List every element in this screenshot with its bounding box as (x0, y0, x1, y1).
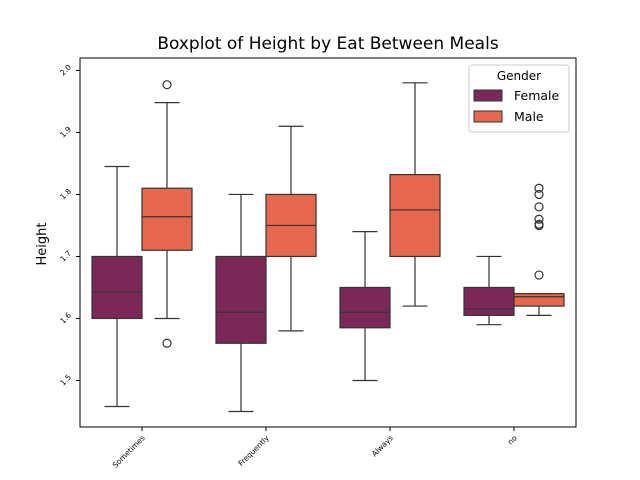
box-female-3 (463, 255, 515, 326)
x-tick-label: Frequently (236, 433, 271, 468)
outlier-point (534, 189, 544, 200)
y-axis: 1.5 1.6 1.7 1.8 1.9 2.0 (58, 62, 80, 388)
legend-title: Gender (497, 69, 541, 83)
y-tick-label: 1.5 (58, 373, 73, 388)
chart-title: Boxplot of Height by Eat Between Meals (157, 34, 499, 54)
legend-label-male: Male (514, 109, 544, 124)
box-iqr (513, 293, 565, 307)
plot-area (91, 80, 565, 413)
box-male-1 (265, 125, 317, 332)
outlier-point (534, 214, 544, 224)
box-iqr (141, 187, 193, 251)
y-tick-label: 1.9 (58, 125, 73, 140)
box-iqr (339, 286, 391, 329)
legend: Gender Female Male (468, 64, 570, 133)
box-iqr (215, 255, 267, 344)
y-tick-label: 2.0 (58, 62, 73, 77)
box-male-2 (389, 82, 441, 307)
outlier-point (534, 183, 544, 193)
legend-label-female: Female (514, 88, 560, 103)
x-tick-label: Sometimes (111, 433, 147, 469)
box-iqr (463, 286, 515, 316)
legend-swatch-male (473, 110, 503, 123)
axes-frame (79, 57, 577, 428)
outlier-point (534, 270, 544, 280)
outlier-point (162, 80, 172, 90)
outlier-point (162, 338, 172, 348)
y-tick-label: 1.8 (58, 187, 73, 202)
box-female-2 (339, 231, 391, 382)
box-male-0 (141, 80, 193, 348)
y-tick-label: 1.7 (58, 249, 73, 264)
box-female-1 (215, 193, 267, 413)
y-axis-label: Height (35, 223, 50, 266)
x-tick-label: Always (370, 433, 395, 458)
x-axis: Sometimes Frequently Always no (111, 427, 519, 470)
x-tick-label: no (506, 433, 519, 446)
box-iqr (91, 255, 143, 320)
legend-swatch-female (473, 89, 503, 102)
box-male-3 (513, 183, 565, 316)
box-iqr (389, 173, 441, 258)
box-female-0 (91, 165, 143, 408)
outlier-point (534, 219, 544, 229)
outlier-point (534, 202, 544, 212)
y-tick-label: 1.6 (58, 311, 73, 326)
